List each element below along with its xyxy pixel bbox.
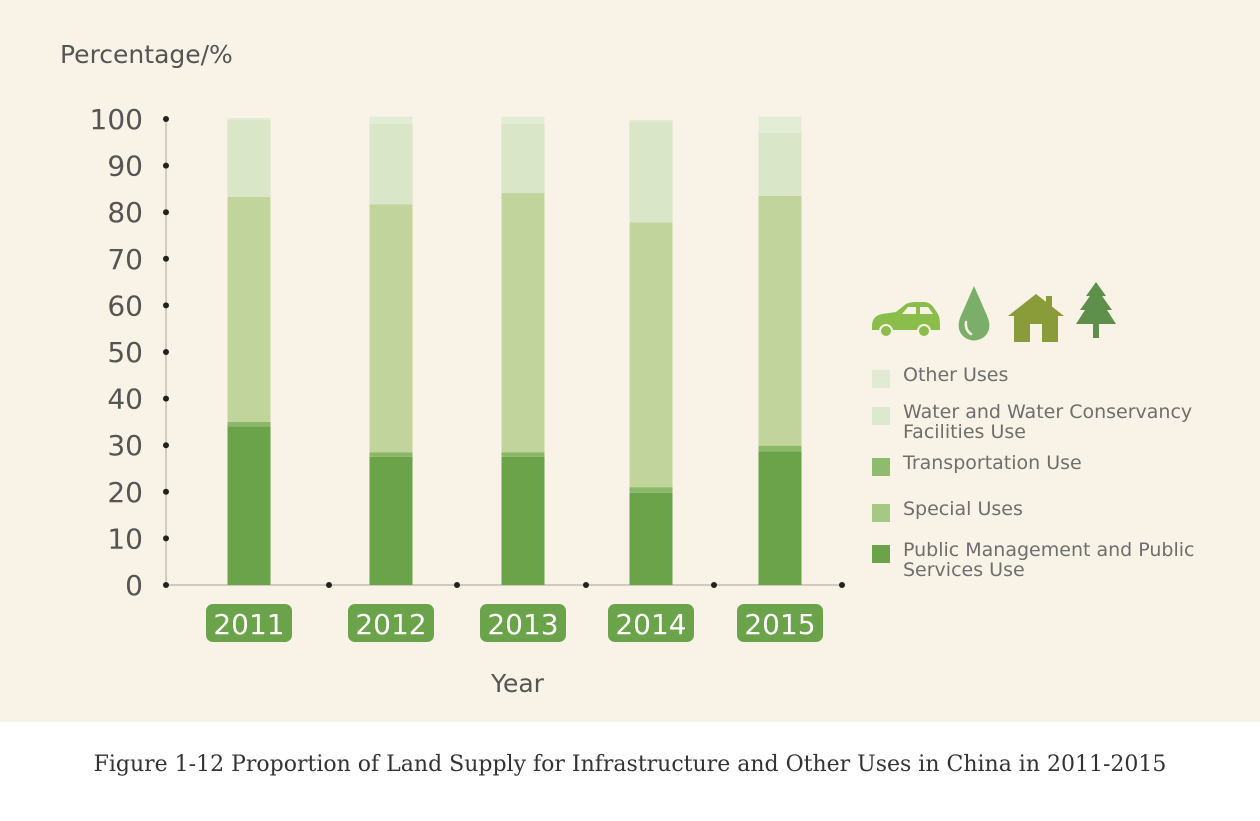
bar-segment — [369, 452, 413, 457]
bar-segment — [629, 121, 673, 223]
water-drop-icon — [958, 286, 990, 341]
bar-segment — [369, 123, 413, 205]
legend-item-other-uses: Other Uses — [872, 365, 1203, 388]
legend-swatch — [872, 458, 890, 476]
x-tick-label: 2014 — [615, 608, 686, 641]
bar-segment — [227, 118, 271, 120]
bar-segment — [758, 195, 802, 446]
y-tick-dot — [163, 209, 169, 216]
x-axis-label: Year — [491, 669, 544, 698]
bar-segment — [629, 222, 673, 488]
year-badge — [737, 604, 823, 642]
y-tick-label: 30 — [107, 429, 143, 462]
x-tick-label: 2013 — [487, 608, 558, 641]
legend-swatch — [872, 504, 890, 522]
legend-item-public-management: Public Management and Public Services Us… — [872, 540, 1203, 580]
y-tick-dot — [163, 442, 169, 449]
legend-item-transportation: Transportation Use — [872, 453, 1203, 476]
y-tick-label: 70 — [107, 243, 143, 276]
bar-segment — [227, 119, 271, 197]
legend-swatch — [872, 370, 890, 388]
legend-label: Public Management and Public Services Us… — [903, 539, 1195, 581]
y-axis-label: Percentage/% — [60, 40, 233, 69]
car-icon — [872, 302, 940, 338]
legend-swatch — [872, 545, 890, 563]
bar-segment — [629, 492, 673, 585]
x-tick-label: 2015 — [744, 608, 815, 641]
bar-segment — [227, 426, 271, 585]
x-axis-dot — [711, 582, 717, 588]
y-tick-label: 80 — [107, 196, 143, 229]
y-tick-dot — [163, 255, 169, 262]
y-tick-dot — [163, 162, 169, 169]
legend-item-water-facilities: Water and Water Conservancy Facilities U… — [872, 402, 1203, 442]
bar-segment — [369, 204, 413, 453]
year-badge — [206, 604, 292, 642]
y-tick-dot — [163, 302, 169, 309]
y-tick-label: 10 — [107, 522, 143, 555]
x-tick-label: 2012 — [355, 608, 426, 641]
bar-segment — [369, 116, 413, 124]
bar-segment — [227, 196, 271, 422]
stacked-bar-chart: 0 10 20 30 40 50 60 70 80 90 100 2011 2012 2013 2014 20… — [90, 103, 845, 642]
bar-segment — [227, 421, 271, 427]
bar-segment — [629, 119, 673, 122]
year-badge — [348, 604, 434, 642]
bar-segment — [501, 452, 545, 457]
legend-item-special-uses: Special Uses — [872, 499, 1203, 522]
y-tick-label: 40 — [107, 383, 143, 416]
x-axis-dot — [839, 582, 845, 588]
legend-label: Transportation Use — [903, 452, 1082, 474]
bar-segment — [501, 456, 545, 585]
bar-segment — [369, 456, 413, 585]
bar-segment — [629, 487, 673, 493]
x-axis-dot — [583, 582, 589, 588]
legend-label: Other Uses — [903, 364, 1009, 386]
y-tick-label: 50 — [107, 336, 143, 369]
y-tick-dot — [163, 535, 169, 542]
bar-segment — [501, 123, 545, 194]
y-tick-label: 20 — [107, 476, 143, 509]
bar-segment — [758, 451, 802, 585]
bar-segment — [758, 445, 802, 452]
legend-swatch — [872, 407, 890, 425]
year-badge — [480, 604, 566, 642]
y-tick-label: 0 — [125, 569, 143, 602]
bar-segment — [758, 132, 802, 196]
y-tick-label: 90 — [107, 150, 143, 183]
bar-segment — [758, 116, 802, 133]
x-axis-dot — [454, 582, 460, 588]
y-tick-dot — [163, 116, 169, 122]
legend-icons — [872, 282, 1116, 342]
y-tick-label: 60 — [107, 289, 143, 322]
y-tick-dot — [163, 488, 169, 495]
legend-label: Water and Water Conservancy Facilities U… — [903, 401, 1193, 443]
y-tick-dot — [163, 395, 169, 402]
house-icon — [1008, 294, 1064, 342]
tree-icon — [1076, 282, 1116, 338]
y-tick-dot — [163, 349, 169, 355]
y-tick-dot — [163, 582, 169, 588]
x-tick-label: 2011 — [213, 608, 284, 641]
year-badge — [608, 604, 694, 642]
legend-label: Special Uses — [903, 498, 1023, 520]
x-axis-dot — [326, 582, 332, 588]
bar-segment — [501, 116, 545, 124]
y-tick-label: 100 — [90, 103, 143, 136]
bar-segment — [501, 193, 545, 453]
figure-caption: Figure 1-12 Proportion of Land Supply fo… — [93, 752, 1167, 777]
